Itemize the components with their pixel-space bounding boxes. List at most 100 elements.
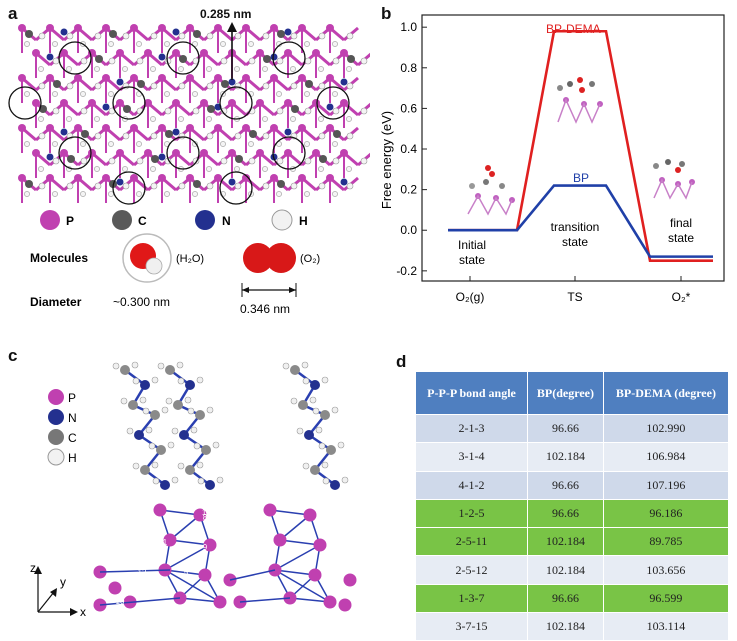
free-energy-chart: -0.2 0.0 0.2 0.4 0.6 0.8 1.0 O₂(g) TS O₂* Free e… — [379, 14, 725, 304]
spacing-label: 0.285 nm — [200, 7, 251, 21]
table-cell-dema: 89.785 — [602, 527, 730, 557]
table-row: 2-5-12 102.184 103.656 — [414, 555, 730, 585]
pore-circle — [316, 86, 350, 120]
pore-circle — [272, 41, 306, 75]
pore-circle — [219, 86, 253, 120]
panel-a-letter: a — [8, 4, 18, 23]
pore-circle — [219, 171, 253, 205]
table-cell-bp: 96.66 — [527, 470, 604, 500]
table-cell-angle: 2-1-3 — [414, 413, 529, 444]
coordinate-axes: z y x — [30, 561, 86, 619]
y-tick-label: 1.0 — [400, 20, 417, 34]
atom-label: 10 — [116, 597, 125, 606]
atom-legend-c: P N C H — [47, 389, 77, 466]
table-cell-bp: 96.66 — [527, 498, 604, 529]
atom-label: 9 — [203, 543, 208, 552]
h2o-label: (H₂O) — [176, 253, 204, 265]
molecules-label: Molecules — [30, 251, 88, 265]
table-cell-bp: 102.184 — [527, 612, 604, 641]
bond-angle-table: P-P-P bond angle BP(degree) BP-DEMA (deg… — [414, 371, 730, 641]
table-cell-bp: 102.184 — [527, 442, 604, 472]
atom-label: 1 — [163, 538, 168, 547]
table-cell-dema: 107.196 — [602, 470, 730, 500]
series-label-bp-dema: BP-DEMA — [546, 22, 601, 36]
table-cell-bp: 96.66 — [527, 413, 604, 444]
axis-x: x — [80, 605, 86, 619]
atom-label: 2 — [170, 521, 175, 530]
table-cell-dema: 106.984 — [602, 442, 730, 472]
legend-a-p: P — [66, 214, 74, 228]
bp-dema-lattice — [8, 24, 370, 205]
h2o-diameter: ~0.300 nm — [113, 295, 170, 309]
y-tick-label: 0.2 — [400, 183, 417, 197]
y-axis-label: Free energy (eV) — [379, 111, 394, 209]
y-tick-label: 0.8 — [400, 61, 417, 75]
table-row: 1-3-7 96.66 96.599 — [414, 583, 730, 614]
table-cell-angle: 1-3-7 — [414, 583, 529, 614]
pore-circle — [166, 136, 200, 170]
x-tick-label: O₂* — [672, 290, 691, 304]
panel-c-letter: c — [8, 346, 18, 365]
table-cell-angle: 4-1-2 — [414, 470, 529, 500]
col-header-dema: BP-DEMA (degree) — [602, 371, 730, 415]
table-row: 3-7-15 102.184 103.114 — [414, 612, 730, 641]
y-axis-ticks: -0.2 0.0 0.2 0.4 0.6 0.8 1.0 — [396, 20, 427, 278]
annot-initial-2: state — [459, 253, 485, 267]
o2-label: (O₂) — [300, 253, 320, 265]
table-cell-dema: 103.656 — [602, 555, 730, 585]
legend-c-c: C — [68, 431, 77, 445]
table-row: 2-5-11 102.184 89.785 — [414, 527, 730, 557]
table-row: 4-1-2 96.66 107.196 — [414, 470, 730, 500]
atom-legend-a: P C N H — [40, 209, 308, 231]
col-header-bp: BP(degree) — [527, 371, 604, 415]
o2-diameter: 0.346 nm — [240, 302, 290, 316]
spacing-arrowhead — [227, 22, 237, 32]
annot-final-2: state — [668, 231, 694, 245]
pore-circle — [8, 86, 42, 120]
table-cell-angle: 2-5-12 — [414, 555, 529, 585]
h2o-hydrogen — [145, 257, 163, 275]
table-row: 1-2-5 96.66 96.186 — [414, 498, 730, 529]
o2-atom-1 — [243, 243, 273, 273]
legend-a-h: H — [299, 214, 308, 228]
x-tick-label: O₂(g) — [456, 290, 485, 304]
table-cell-dema: 102.990 — [602, 413, 730, 444]
annot-final-1: final — [670, 216, 692, 230]
diameter-label: Diameter — [30, 295, 82, 309]
atom-label: 15 — [142, 608, 151, 617]
col-header-angle: P-P-P bond angle — [414, 371, 529, 415]
axis-z: z — [30, 561, 36, 575]
atom-label: 4 — [148, 583, 153, 592]
panel-b-letter: b — [381, 4, 392, 23]
series-label-bp: BP — [573, 171, 589, 185]
table-cell-angle: 3-1-4 — [414, 442, 529, 472]
pore-circle — [166, 41, 200, 75]
y-tick-label: 0.0 — [400, 223, 417, 237]
y-tick-label: 0.6 — [400, 101, 417, 115]
pore-circle — [112, 171, 146, 205]
x-tick-label: TS — [567, 290, 582, 304]
legend-c-h: H — [68, 451, 77, 465]
transition-state-icon — [557, 77, 603, 124]
plot-frame — [421, 14, 725, 282]
pore-circle — [272, 136, 306, 170]
atom-label: 5 — [184, 568, 189, 577]
table-cell-dema: 96.599 — [602, 583, 730, 614]
annot-transition-2: state — [562, 235, 588, 249]
table-cell-bp: 102.184 — [527, 527, 604, 557]
legend-a-n: N — [222, 214, 231, 228]
table-cell-angle: 3-7-15 — [414, 612, 529, 641]
table-cell-bp: 102.184 — [527, 555, 604, 585]
atom-label: 11 — [202, 508, 211, 517]
table-cell-bp: 96.66 — [527, 583, 604, 614]
pore-circle — [58, 41, 92, 75]
y-tick-label: -0.2 — [396, 264, 417, 278]
table-cell-dema: 96.186 — [602, 498, 730, 529]
table-cell-angle: 2-5-11 — [414, 527, 529, 557]
panel-d-letter: d — [396, 352, 407, 371]
table-cell-angle: 1-2-5 — [414, 498, 529, 529]
panel-a-figure: 0.285 nm P C N H Molecules (H₂O) (O₂) Di… — [8, 7, 370, 316]
annot-initial-1: Initial — [458, 238, 486, 252]
